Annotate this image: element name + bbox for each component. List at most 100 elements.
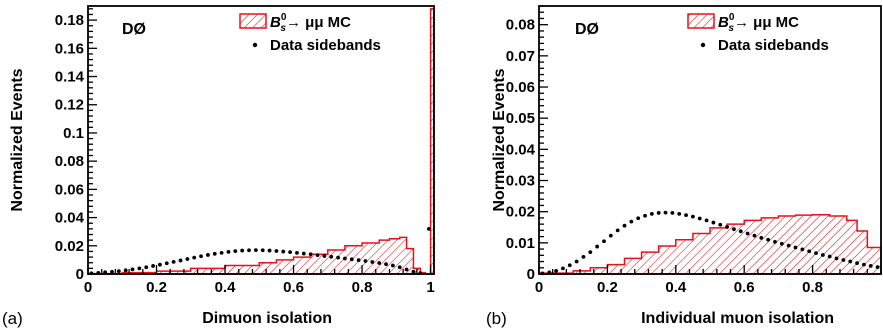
panel-b-legend-mc-swatch (687, 13, 715, 29)
panel-a-x-tick-label: 1 (426, 279, 434, 296)
panel-b-legend-data-marker (700, 42, 706, 48)
panel-a-data-point (295, 250, 299, 255)
panel-b-data-point (868, 263, 873, 268)
panel-a-y-tick-label: 0.1 (63, 125, 84, 142)
panel-a-y-tick-label: 0.02 (55, 238, 84, 255)
panel-a-data-point (240, 248, 245, 253)
panel-b-legend-mc-label: B0 s→ μμ MC (718, 12, 799, 34)
panel-a-data-point (288, 250, 293, 255)
panel-a-y-tick-label: 0.16 (55, 40, 84, 57)
panel-a-data-point (123, 268, 128, 273)
panel-b-data-point (663, 210, 668, 215)
panel-a-data-point (116, 269, 121, 274)
panel-b-data-point (581, 254, 586, 259)
panel-b-y-tick-label: 0 (527, 266, 535, 283)
panel-a-data-point (144, 265, 149, 270)
panel-b-y-tick-label: 0.08 (506, 17, 535, 34)
panel-a-marks (87, 8, 435, 276)
panel-a-data-point (281, 249, 286, 254)
panel-a-data-point (274, 249, 279, 253)
panel-b-data-point (752, 233, 757, 238)
panel-a-data-point (171, 259, 176, 264)
panel-b-data-point (622, 223, 627, 228)
panel-a-data-point (336, 255, 340, 260)
panel-a-data-point (260, 248, 265, 253)
panel-b-data-point (759, 235, 764, 240)
panel-a-legend-mc-label: B0 s→ μμ MC (270, 12, 351, 34)
panel-b-data-point (574, 259, 579, 264)
panel-b-legend: B0 s→ μμ MC Data sidebands (687, 12, 829, 54)
panel-b-x-tick-label: 0.2 (597, 279, 618, 296)
panel-a-data-point (349, 257, 354, 262)
panel-a-data-point (315, 253, 320, 257)
panel-b-data-point (766, 237, 771, 242)
panel-b-data-point (588, 250, 593, 255)
panel-a-y-tick-label: 0.06 (55, 181, 84, 198)
panel-a-data-point (212, 251, 217, 256)
panel-b-data-point (834, 256, 839, 261)
panel-a-data-point (390, 263, 395, 268)
panel-a-data-point (356, 258, 361, 263)
panel-b-data-point (793, 245, 798, 250)
panel-b-ticks: 0 0.2 0.4 0.6 0.8 0 0.01 0.02 0.03 0.04 0.05 0.06 0.… (506, 5, 882, 296)
panel-b-data-point (807, 249, 812, 254)
panel-a-label: (a) (2, 309, 23, 328)
panel-a-data-point (343, 256, 347, 261)
panel-b-data-point (841, 258, 846, 262)
panel-a-legend-mc-swatch (239, 13, 267, 29)
panel-a-dimuon-isolation: (a) 0 0.2 0.4 0.6 0.8 1 0 0.02 0.04 0.06 0.08 0.1 0.… (2, 5, 435, 328)
panel-b-y-tick-label: 0.04 (506, 141, 536, 158)
panel-a-x-tick-label: 0 (84, 279, 92, 296)
panel-b-x-tick-label: 0.4 (665, 279, 687, 296)
panel-a-data-point (130, 267, 135, 272)
panel-a-data-point (164, 261, 169, 266)
panel-b-data-point (862, 262, 866, 267)
panel-a-data-point (377, 261, 382, 265)
panel-b-frame (538, 5, 882, 275)
panel-b-x-tick-label: 0.6 (734, 279, 755, 296)
panel-a-data-point (226, 249, 231, 254)
panel-b-legend-data-label: Data sidebands (718, 37, 829, 54)
panel-b-x-tick-label: 0 (535, 279, 543, 296)
panel-b-data-point (670, 211, 675, 215)
panel-a-y-tick-label: 0.14 (55, 69, 85, 86)
panel-a-data-point (137, 266, 142, 271)
panel-b-data-point (602, 239, 606, 244)
panel-a-data-point (110, 269, 114, 274)
panel-b-data-point (786, 243, 791, 248)
panel-b-ylabel: Normalized Events (491, 68, 508, 211)
panel-a-data-point (329, 254, 334, 259)
panel-a-data-point (247, 248, 251, 253)
panel-a-x-tick-label: 0.8 (352, 279, 373, 296)
panel-b-data-point (848, 259, 853, 264)
panel-a-data-point (253, 248, 258, 253)
panel-b-data-point (608, 233, 613, 238)
panel-a-data-point (267, 248, 272, 253)
panel-b-data-point (554, 268, 558, 273)
panel-a-legend-data-label: Data sidebands (270, 37, 381, 54)
panel-a-xlabel: Dimuon isolation (202, 310, 332, 327)
panel-b-data-point (779, 241, 784, 246)
panel-b-data-point (725, 225, 729, 229)
panel-a-data-point (219, 250, 224, 255)
panel-b-data-point (711, 220, 716, 225)
panel-b-y-tick-label: 0.07 (506, 48, 535, 65)
panel-a-data-point (404, 267, 409, 272)
panel-b-data-point (732, 227, 736, 232)
panel-a-data-point (397, 265, 402, 270)
panel-b-y-tick-label: 0.02 (506, 204, 535, 221)
panel-a-data-point (411, 269, 416, 274)
panel-b-marks (538, 210, 882, 276)
panel-b-y-tick-label: 0.05 (506, 110, 535, 127)
panel-a-data-point (322, 254, 327, 258)
panel-b-data-point (567, 263, 572, 268)
panel-b-data-point (629, 219, 634, 224)
panel-b-data-point (738, 229, 743, 234)
panel-b-data-point (595, 244, 600, 249)
panel-b-y-tick-label: 0.03 (506, 173, 535, 190)
panel-a-experiment-label: DØ (122, 21, 146, 38)
panel-b-y-tick-label: 0.01 (506, 235, 535, 252)
panel-b-individual-muon-isolation: (b) 0 0.2 0.4 0.6 0.8 0 0.01 0.02 0.03 0.04 0.05 0.… (486, 5, 882, 328)
panel-a-legend-data-marker (252, 42, 258, 48)
